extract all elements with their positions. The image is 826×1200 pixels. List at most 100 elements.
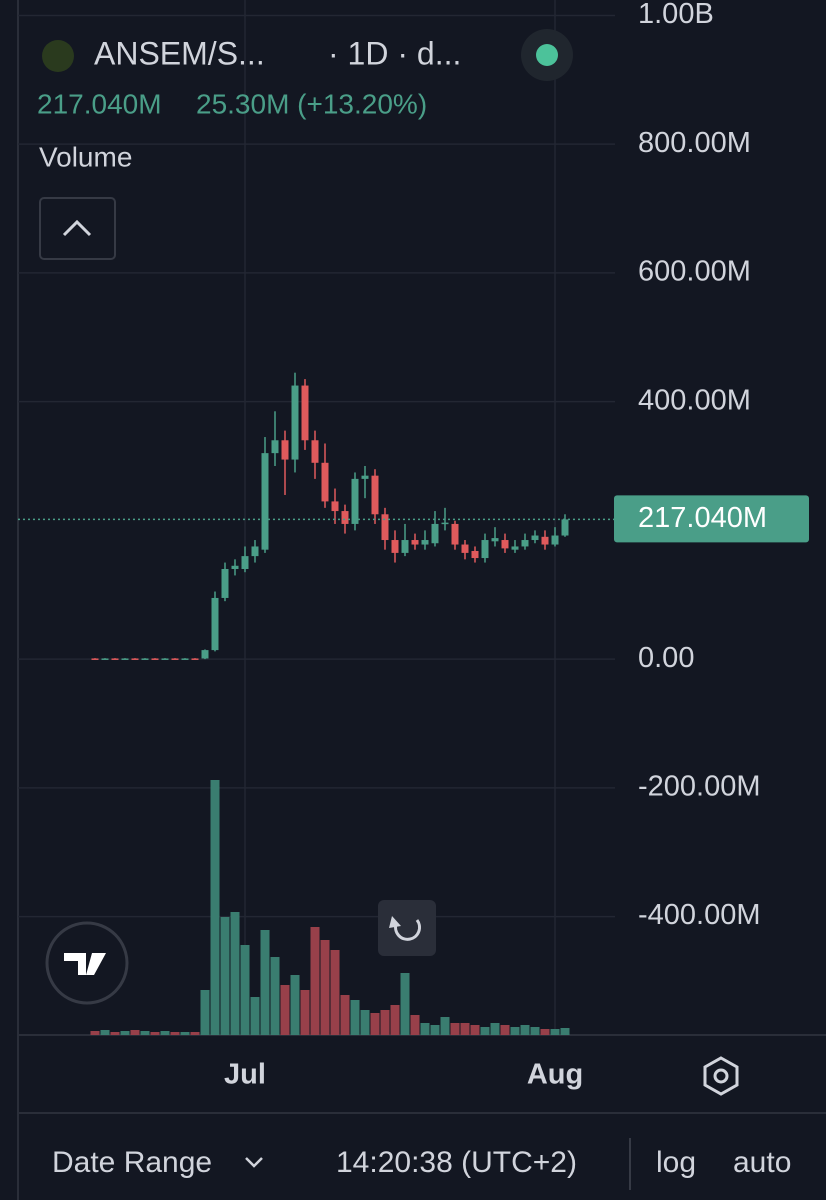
x-tick-label: Jul — [224, 1059, 266, 1091]
volume-bar — [170, 1032, 180, 1035]
y-tick-label: -200.00M — [638, 770, 761, 802]
volume-bar — [420, 1023, 430, 1035]
x-tick-label: Aug — [527, 1059, 583, 1091]
volume-bar — [530, 1027, 540, 1035]
volume-bar — [340, 995, 350, 1035]
volume-bar — [210, 780, 220, 1035]
candle-body — [101, 658, 109, 660]
candle-body — [431, 523, 439, 544]
status-dot — [536, 44, 558, 66]
candle-body — [231, 565, 239, 569]
time[interactable]: 14:20:38 (UTC+2) — [336, 1146, 577, 1179]
candle-body — [481, 540, 489, 559]
log-toggle[interactable]: log — [656, 1146, 696, 1179]
candle-body — [161, 658, 169, 660]
candle-body — [151, 658, 159, 660]
candle-body — [171, 658, 179, 660]
reset-arrow — [389, 916, 401, 928]
candle-body — [351, 478, 359, 524]
y-tick-label: 800.00M — [638, 127, 751, 159]
candle-body — [321, 462, 329, 502]
y-tick-label: 0.00 — [638, 642, 694, 674]
volume-bar — [310, 927, 320, 1035]
volume-bar — [270, 957, 280, 1035]
volume-bar — [520, 1025, 530, 1035]
volume-bar — [350, 1000, 360, 1035]
volume-bar — [410, 1015, 420, 1035]
last-price-label: 217.040M — [638, 502, 767, 534]
volume-bar — [190, 1032, 200, 1035]
interval[interactable]: · 1D · d... — [328, 35, 461, 71]
volume-bar — [480, 1027, 490, 1035]
collapse-icon — [62, 219, 92, 237]
y-tick-label: 1.00B — [638, 0, 714, 30]
volume-bar — [370, 1013, 380, 1035]
candle-body — [211, 597, 219, 651]
collapse-button[interactable] — [39, 197, 116, 260]
candle-body — [221, 568, 229, 598]
candle-body — [531, 535, 539, 541]
volume-bar — [250, 997, 260, 1035]
candle-body — [511, 546, 519, 550]
volume-bar — [100, 1030, 110, 1035]
volume-bar — [320, 940, 330, 1035]
y-tick-label: -400.00M — [638, 899, 761, 931]
date-range[interactable]: Date Range — [52, 1146, 212, 1179]
candle-body — [191, 658, 199, 660]
candle-body — [251, 546, 259, 557]
candle-body — [331, 501, 339, 512]
volume-bar — [290, 975, 300, 1035]
volume-bar — [450, 1023, 460, 1035]
last-price-tag — [614, 495, 809, 543]
volume-bar — [220, 917, 230, 1035]
candle-body — [411, 540, 419, 545]
symbol-icon — [42, 40, 74, 72]
volume-bar — [260, 930, 270, 1035]
logo[interactable] — [45, 921, 129, 1005]
volume-bar — [200, 990, 210, 1035]
candle-body — [341, 511, 349, 524]
plot — [18, 372, 615, 1035]
volume-bar — [330, 950, 340, 1035]
candle-body — [111, 658, 119, 660]
reset-button[interactable] — [378, 900, 436, 956]
logo-mark — [64, 953, 106, 975]
candle-body — [461, 544, 469, 553]
candle-body — [501, 540, 509, 549]
volume-bar — [160, 1031, 170, 1035]
volume-bar — [400, 973, 410, 1035]
candle-body — [391, 540, 399, 553]
candle-body — [371, 475, 379, 515]
reset-icon — [394, 919, 421, 941]
candle-body — [361, 475, 369, 479]
volume-bar — [460, 1023, 470, 1035]
change-value: 25.30M (+13.20%) — [196, 88, 427, 119]
settings-button[interactable] — [703, 1056, 739, 1096]
candle-body — [271, 440, 279, 454]
volume-bar — [470, 1025, 480, 1035]
volume-bar — [550, 1029, 560, 1035]
candle-body — [291, 385, 299, 460]
volume-bar — [390, 1005, 400, 1035]
candle-body — [181, 658, 189, 660]
candle-body — [141, 658, 149, 660]
candle-body — [301, 385, 309, 441]
volume-bar — [560, 1028, 570, 1035]
candle-body — [131, 658, 139, 660]
volume-bar — [150, 1032, 160, 1035]
y-tick-label: 600.00M — [638, 256, 751, 288]
auto-toggle[interactable]: auto — [733, 1146, 791, 1179]
volume-bar — [110, 1032, 120, 1035]
volume-bar — [140, 1031, 150, 1035]
volume-bar — [430, 1025, 440, 1035]
candle-body — [281, 440, 289, 460]
volume-bar — [500, 1025, 510, 1035]
candle-body — [261, 453, 269, 550]
volume-bar — [380, 1010, 390, 1035]
symbol[interactable]: ANSEM/S... — [94, 35, 265, 71]
candle-body — [381, 514, 389, 541]
candle-body — [91, 658, 99, 660]
volume-bar — [240, 945, 250, 1035]
